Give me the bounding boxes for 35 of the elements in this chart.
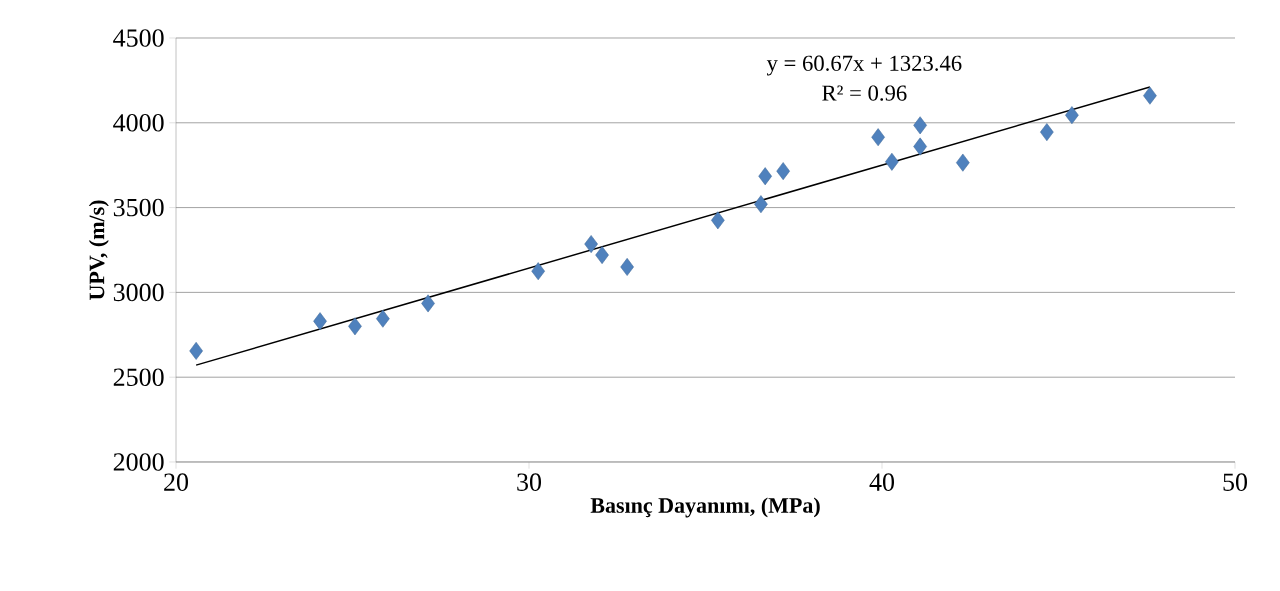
y-axis-title: UPV, (m/s) [88,200,109,300]
point [885,152,899,171]
point [189,341,203,360]
point [956,153,970,172]
point [1065,106,1079,125]
x-tick-label: 50 [1223,473,1248,491]
y-tick-label: 2500 [113,368,164,386]
point [758,167,772,186]
point [1040,123,1054,142]
point [584,235,598,253]
annotation: R² = 0.96 [822,85,907,101]
point [348,317,362,336]
y-tick-label: 4500 [113,29,164,47]
point [776,162,790,181]
y-tick-label: 4000 [113,114,164,132]
point [711,211,725,230]
point [871,128,885,147]
x-tick-label: 20 [164,473,189,491]
x-tick-label: 40 [869,473,895,491]
point [421,294,435,313]
point [1143,86,1157,105]
point [313,312,327,331]
point [595,246,609,265]
point [754,195,768,214]
x-axis-title: Basınç Dayanımı, (MPa) [590,497,820,518]
y-tick-label: 3500 [113,198,164,217]
y-tick-label: 3000 [113,283,164,302]
annotation: y = 60.67x + 1323.46 [766,55,962,76]
y-tick-label: 2000 [113,453,164,471]
point [620,258,634,276]
x-tick-label: 30 [517,473,542,491]
point [913,137,927,156]
point [913,116,927,135]
point [531,262,545,281]
point [376,309,390,328]
